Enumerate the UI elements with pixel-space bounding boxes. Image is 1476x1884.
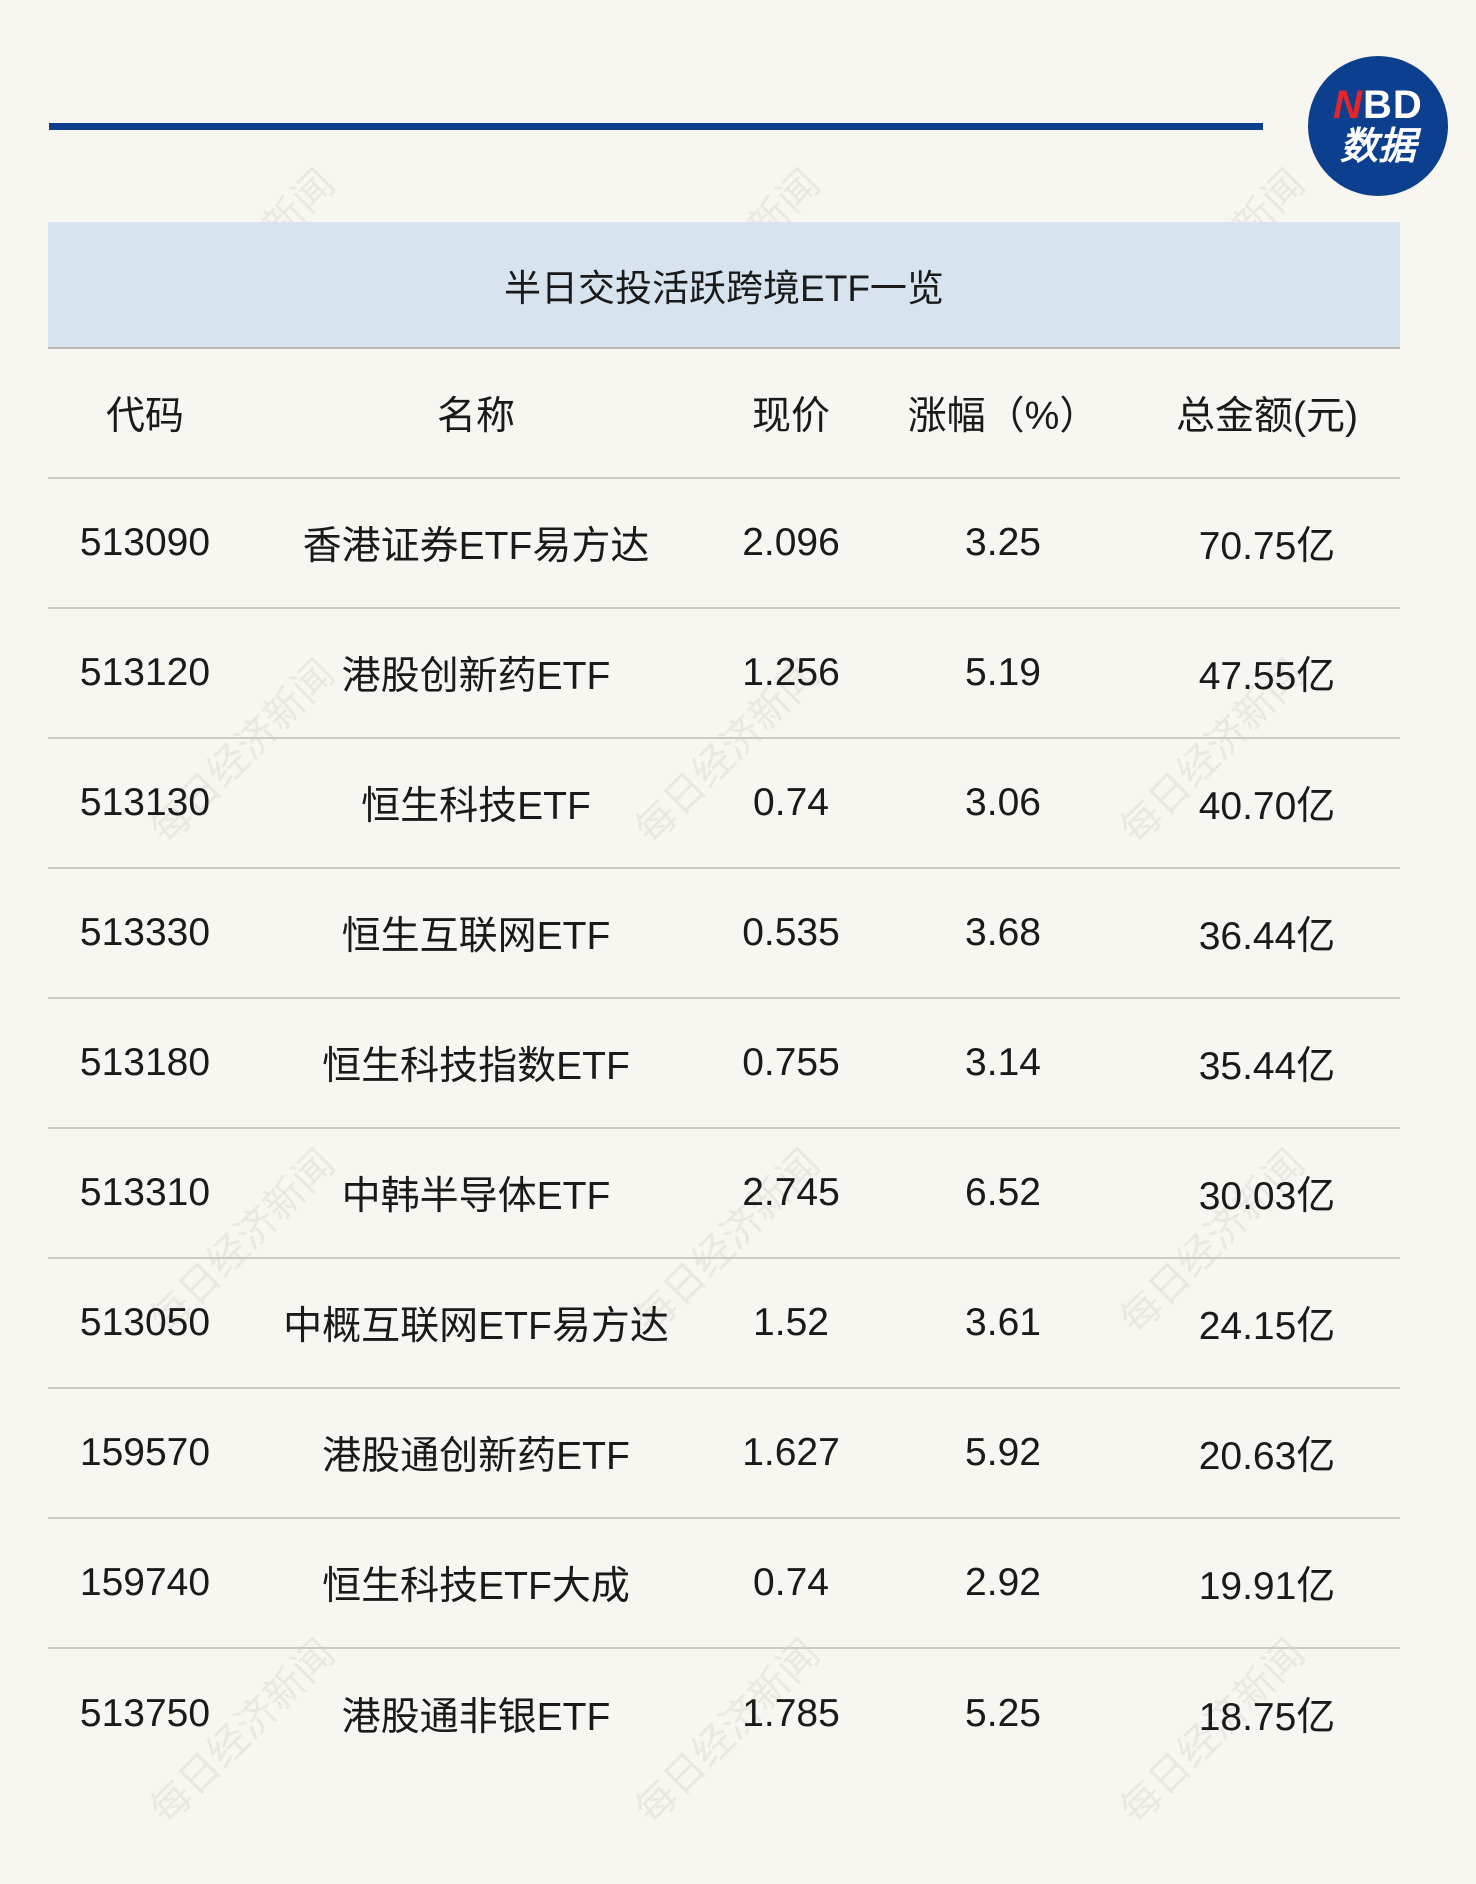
cell-name: 港股通创新药ETF [322, 1435, 630, 1478]
logo-cn: 数据 [1339, 126, 1416, 168]
table-row: 513180 恒生科技指数ETF 0.755 3.14 35.44亿 [48, 999, 1400, 1129]
cell-code: 513130 [79, 781, 211, 824]
cell-change: 3.14 [965, 1041, 1041, 1084]
header-change: 涨幅（%） [907, 395, 1099, 438]
table-row: 159740 恒生科技ETF大成 0.74 2.92 19.91亿 [48, 1519, 1400, 1649]
table-row: 513310 中韩半导体ETF 2.745 6.52 30.03亿 [48, 1129, 1400, 1259]
header-amount: 总金额(元) [1176, 395, 1358, 438]
cell-code: 513750 [79, 1692, 211, 1735]
cell-name: 恒生科技ETF大成 [322, 1565, 630, 1608]
cell-change: 6.52 [965, 1171, 1041, 1214]
cell-change: 3.06 [965, 781, 1041, 824]
table-row: 513130 恒生科技ETF 0.74 3.06 40.70亿 [48, 739, 1400, 869]
cell-price: 2.096 [742, 521, 840, 564]
cell-change: 2.92 [965, 1561, 1041, 1604]
cell-code: 513120 [79, 651, 211, 694]
table-header-row: 代码 名称 现价 涨幅（%） 总金额(元) [48, 349, 1400, 479]
cell-price: 1.256 [742, 651, 840, 694]
cell-price: 1.785 [742, 1692, 840, 1735]
table-title: 半日交投活跃跨境ETF一览 [48, 222, 1400, 349]
cell-code: 159740 [79, 1561, 211, 1604]
cell-code: 159570 [79, 1431, 211, 1474]
cell-code: 513180 [79, 1041, 211, 1084]
header-name: 名称 [436, 395, 515, 438]
cell-name: 中概互联网ETF易方达 [283, 1305, 669, 1348]
cell-price: 0.74 [753, 781, 829, 824]
cell-name: 恒生互联网ETF [341, 915, 611, 958]
cell-price: 1.627 [742, 1431, 840, 1474]
cell-amount: 24.15亿 [1198, 1305, 1336, 1348]
cell-amount: 40.70亿 [1198, 785, 1336, 828]
cell-amount: 19.91亿 [1198, 1565, 1336, 1608]
table-row: 513090 香港证券ETF易方达 2.096 3.25 70.75亿 [48, 479, 1400, 609]
cell-name: 香港证券ETF易方达 [302, 525, 650, 568]
cell-name: 港股通非银ETF [341, 1696, 611, 1739]
cell-name: 恒生科技指数ETF [322, 1045, 630, 1088]
table-row: 513750 港股通非银ETF 1.785 5.25 18.75亿 [48, 1649, 1400, 1779]
cell-price: 0.755 [742, 1041, 840, 1084]
cell-change: 3.61 [965, 1301, 1041, 1344]
header-code: 代码 [105, 395, 184, 438]
cell-code: 513310 [79, 1171, 211, 1214]
logo-n: N [1333, 83, 1364, 127]
nbd-logo: NBD 数据 [1308, 56, 1448, 196]
cell-code: 513330 [79, 911, 211, 954]
cell-change: 3.25 [965, 521, 1041, 564]
cell-change: 5.19 [965, 651, 1041, 694]
cell-price: 1.52 [753, 1301, 829, 1344]
table-row: 159570 港股通创新药ETF 1.627 5.92 20.63亿 [48, 1389, 1400, 1519]
cell-amount: 35.44亿 [1198, 1045, 1336, 1088]
cell-code: 513050 [79, 1301, 211, 1344]
cell-code: 513090 [79, 521, 211, 564]
header-rule [49, 123, 1263, 130]
cell-amount: 20.63亿 [1198, 1435, 1336, 1478]
cell-price: 0.74 [753, 1561, 829, 1604]
etf-table: 半日交投活跃跨境ETF一览 代码 名称 现价 涨幅（%） 总金额(元) 5130… [48, 222, 1400, 1779]
cell-name: 港股创新药ETF [341, 655, 611, 698]
table-row: 513050 中概互联网ETF易方达 1.52 3.61 24.15亿 [48, 1259, 1400, 1389]
cell-amount: 36.44亿 [1198, 915, 1336, 958]
cell-change: 5.92 [965, 1431, 1041, 1474]
cell-name: 恒生科技ETF [361, 785, 591, 828]
cell-change: 3.68 [965, 911, 1041, 954]
table-row: 513120 港股创新药ETF 1.256 5.19 47.55亿 [48, 609, 1400, 739]
cell-amount: 18.75亿 [1198, 1696, 1336, 1739]
cell-change: 5.25 [965, 1692, 1041, 1735]
cell-amount: 70.75亿 [1198, 525, 1336, 568]
header-price: 现价 [751, 395, 830, 438]
cell-price: 0.535 [742, 911, 840, 954]
cell-amount: 47.55亿 [1198, 655, 1336, 698]
logo-bd: BD [1363, 83, 1423, 127]
table-row: 513330 恒生互联网ETF 0.535 3.68 36.44亿 [48, 869, 1400, 999]
cell-amount: 30.03亿 [1198, 1175, 1336, 1218]
cell-price: 2.745 [742, 1171, 840, 1214]
cell-name: 中韩半导体ETF [341, 1175, 611, 1218]
